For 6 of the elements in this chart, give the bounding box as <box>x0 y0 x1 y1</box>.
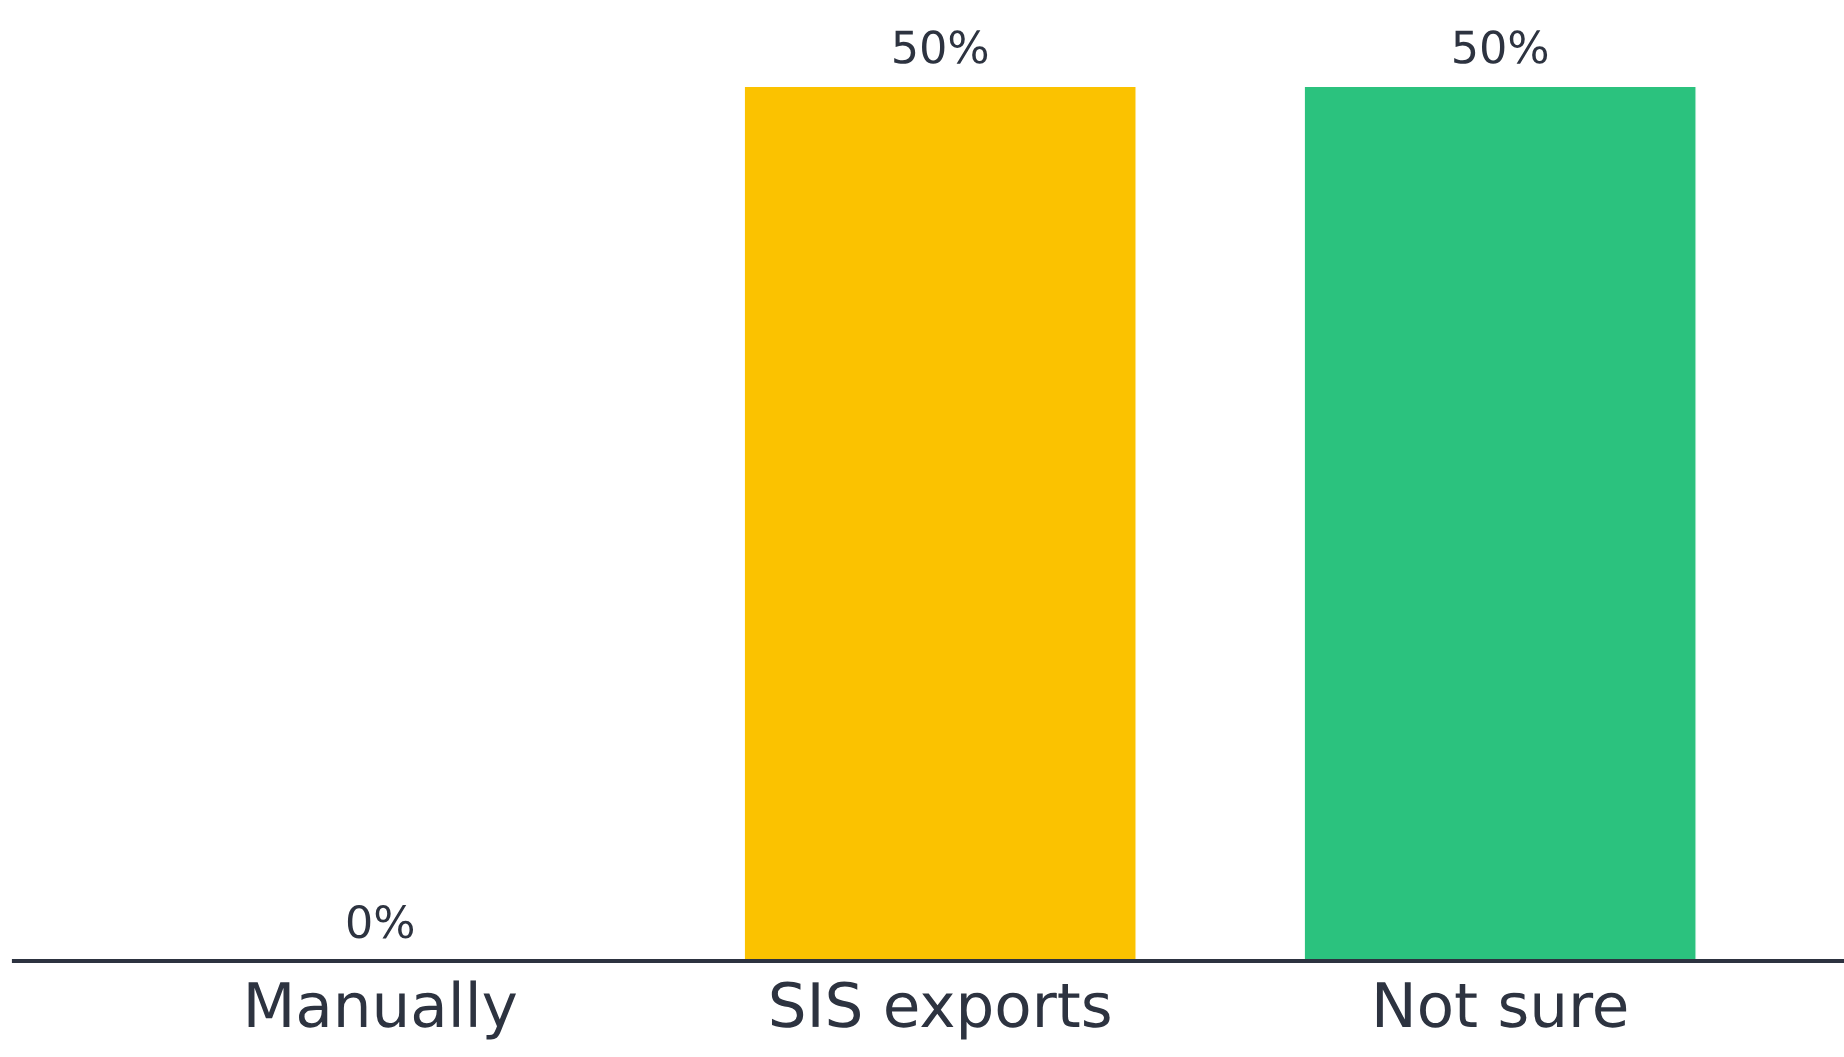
x-tick-label: Not sure <box>1376 982 1627 1028</box>
data-label: 50% <box>894 30 988 64</box>
data-label: 0% <box>347 904 414 939</box>
x-tick-label: SIS exports <box>771 981 1110 1040</box>
data-label: 50% <box>1454 30 1548 64</box>
x-tick-label: Manually <box>248 980 517 1040</box>
